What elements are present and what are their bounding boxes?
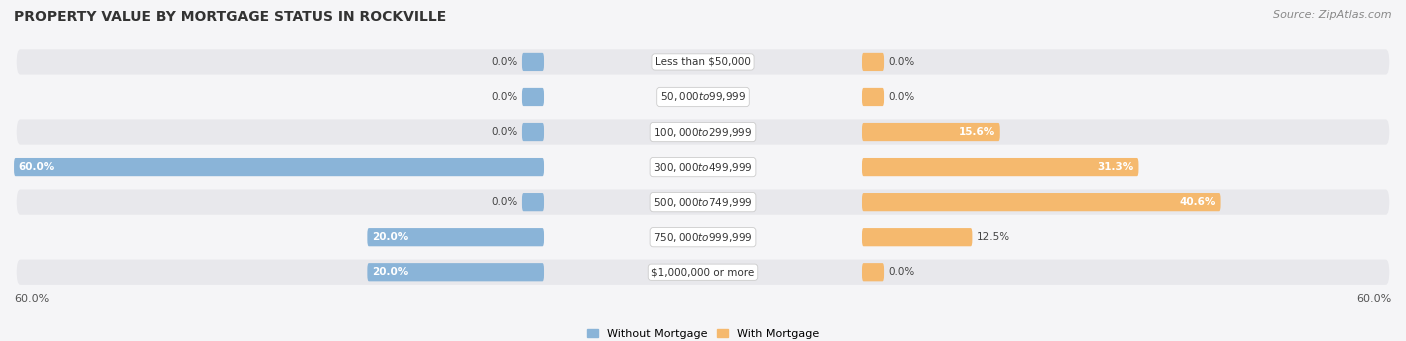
Text: 40.6%: 40.6% (1180, 197, 1216, 207)
Text: 0.0%: 0.0% (491, 92, 517, 102)
Text: 60.0%: 60.0% (14, 294, 49, 304)
Text: $1,000,000 or more: $1,000,000 or more (651, 267, 755, 277)
Text: 20.0%: 20.0% (371, 267, 408, 277)
Text: Less than $50,000: Less than $50,000 (655, 57, 751, 67)
FancyBboxPatch shape (14, 158, 544, 176)
Legend: Without Mortgage, With Mortgage: Without Mortgage, With Mortgage (582, 324, 824, 341)
Text: 60.0%: 60.0% (18, 162, 55, 172)
Text: 0.0%: 0.0% (491, 127, 517, 137)
Text: 0.0%: 0.0% (491, 57, 517, 67)
Text: $300,000 to $499,999: $300,000 to $499,999 (654, 161, 752, 174)
FancyBboxPatch shape (17, 190, 1389, 215)
Text: 0.0%: 0.0% (889, 57, 915, 67)
FancyBboxPatch shape (367, 263, 544, 281)
Text: 0.0%: 0.0% (889, 267, 915, 277)
Text: 12.5%: 12.5% (977, 232, 1010, 242)
Text: 60.0%: 60.0% (1357, 294, 1392, 304)
Text: 0.0%: 0.0% (491, 197, 517, 207)
Text: $500,000 to $749,999: $500,000 to $749,999 (654, 196, 752, 209)
Text: $750,000 to $999,999: $750,000 to $999,999 (654, 231, 752, 244)
FancyBboxPatch shape (862, 228, 973, 246)
FancyBboxPatch shape (522, 123, 544, 141)
FancyBboxPatch shape (367, 228, 544, 246)
FancyBboxPatch shape (522, 193, 544, 211)
FancyBboxPatch shape (862, 53, 884, 71)
FancyBboxPatch shape (17, 225, 1389, 250)
Text: 0.0%: 0.0% (889, 92, 915, 102)
Text: PROPERTY VALUE BY MORTGAGE STATUS IN ROCKVILLE: PROPERTY VALUE BY MORTGAGE STATUS IN ROC… (14, 10, 446, 24)
FancyBboxPatch shape (862, 123, 1000, 141)
FancyBboxPatch shape (17, 84, 1389, 109)
Text: 15.6%: 15.6% (959, 127, 995, 137)
Text: Source: ZipAtlas.com: Source: ZipAtlas.com (1274, 10, 1392, 20)
Text: 31.3%: 31.3% (1098, 162, 1135, 172)
FancyBboxPatch shape (862, 88, 884, 106)
FancyBboxPatch shape (522, 88, 544, 106)
Text: $50,000 to $99,999: $50,000 to $99,999 (659, 90, 747, 104)
Text: $100,000 to $299,999: $100,000 to $299,999 (654, 125, 752, 138)
FancyBboxPatch shape (17, 260, 1389, 285)
FancyBboxPatch shape (862, 263, 884, 281)
FancyBboxPatch shape (862, 193, 1220, 211)
FancyBboxPatch shape (522, 53, 544, 71)
FancyBboxPatch shape (17, 119, 1389, 145)
FancyBboxPatch shape (862, 158, 1139, 176)
FancyBboxPatch shape (17, 154, 1389, 180)
Text: 20.0%: 20.0% (371, 232, 408, 242)
FancyBboxPatch shape (17, 49, 1389, 75)
